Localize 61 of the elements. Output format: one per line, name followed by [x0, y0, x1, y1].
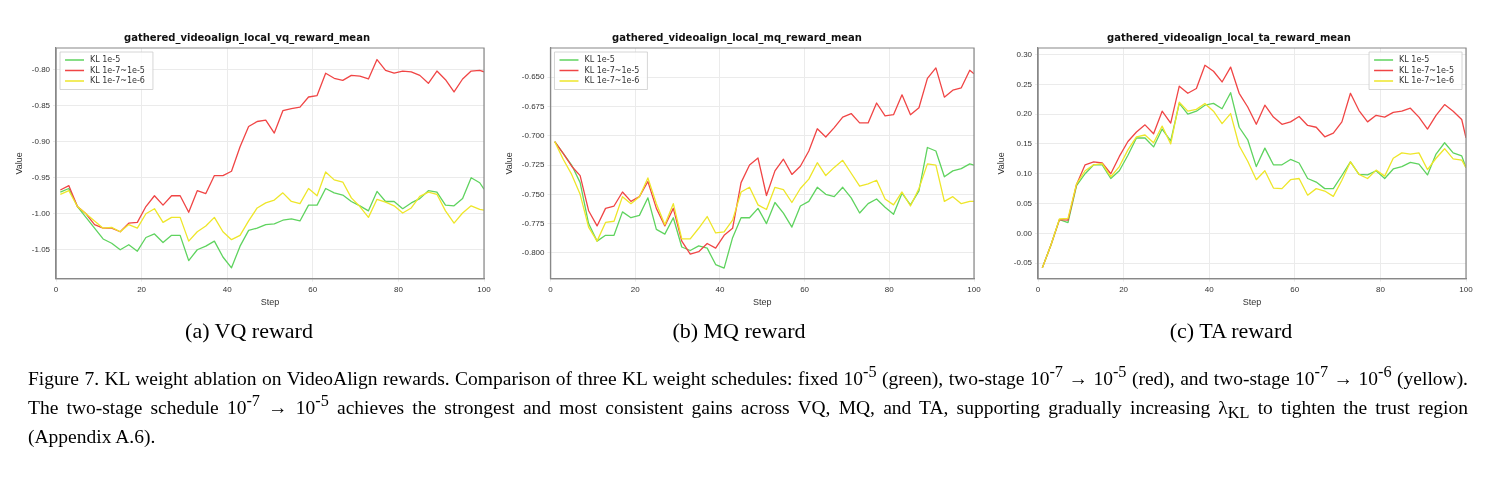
x-tick-label: 60	[1290, 284, 1300, 294]
x-tick-label: 100	[1459, 284, 1474, 294]
y-tick-label: -0.750	[521, 189, 546, 199]
y-tick-label: 0.00	[1016, 228, 1033, 238]
y-tick-label: -0.05	[1013, 258, 1033, 268]
x-tick-label: 20	[137, 284, 147, 294]
y-tick-label: -0.85	[31, 100, 51, 110]
legend-label: KL 1e-7~1e-5	[584, 65, 640, 75]
y-tick-label: 0.25	[1016, 79, 1033, 89]
x-tick-label: 60	[308, 284, 318, 294]
y-tick-label: -0.90	[31, 136, 51, 146]
text: (b) MQ reward	[671, 318, 807, 344]
legend-label: KL 1e-7~1e-5	[90, 65, 145, 75]
y-tick-label: -1.00	[31, 208, 51, 218]
x-tick-label: 80	[1375, 284, 1386, 294]
legend-label: KL 1e-7~1e-5	[1399, 65, 1455, 75]
x-tick-label: 0	[1035, 284, 1041, 294]
x-axis-title: Step	[260, 297, 280, 308]
chart-title: gathered_videoalign_local_mq_reward_mean	[612, 31, 862, 44]
y-tick-label: -0.675	[521, 101, 546, 111]
y-tick-label: -0.95	[31, 172, 51, 182]
x-axis-title: Step	[752, 297, 772, 308]
y-tick-label: 0.10	[1016, 168, 1033, 178]
x-tick-label: 40	[222, 284, 233, 294]
x-tick-label: 40	[715, 284, 725, 294]
y-tick-label: 0.15	[1016, 139, 1033, 149]
y-tick-label: -0.725	[521, 160, 546, 170]
x-tick-label: 20	[1119, 284, 1129, 294]
x-tick-label: 60	[800, 284, 810, 294]
y-tick-label: -1.05	[31, 244, 51, 254]
chart-title: gathered_videoalign_local_ta_reward_mean	[1107, 31, 1351, 44]
x-tick-label: 100	[477, 284, 492, 294]
legend-label: KL 1e-7~1e-6	[90, 76, 145, 86]
text: Figure 7. KL weight ablation on VideoAlign rewards. Comparison of three KL weight schedules: fixed 10$^{-5}$ (green), two-stage 10$^{-7}$ → 10$^{-5}$ (red), and two-stage 10$^{-7}$ → 10$^{-6}$ (yellow). The two-stage schedule 10$^{-7}$ → 10$^{-5}$ achieves the strongest and most consistent gains across VQ, MQ, and TA, supporting gradually increasing λ$_{KL}$ to tighten the trust region (Appendix A.6).	[28, 363, 1468, 448]
legend-label: KL 1e-5	[1399, 55, 1430, 65]
y-tick-label: 0.30	[1016, 49, 1033, 59]
x-axis-title: Step	[1242, 297, 1262, 308]
legend-label: KL 1e-5	[584, 55, 615, 65]
x-tick-label: 20	[630, 284, 641, 294]
text: (c) TA reward	[1168, 318, 1294, 344]
y-tick-label: -0.800	[521, 248, 546, 258]
x-tick-label: 100	[967, 284, 982, 294]
y-axis-title: Value	[13, 152, 24, 175]
x-tick-label: 0	[53, 284, 59, 294]
legend-label: KL 1e-7~1e-6	[584, 76, 640, 86]
x-tick-label: 80	[884, 284, 895, 294]
y-axis-title: Value	[503, 152, 514, 175]
y-tick-label: 0.05	[1016, 198, 1033, 208]
x-tick-label: 80	[393, 284, 404, 294]
legend-label: KL 1e-7~1e-6	[1399, 76, 1455, 86]
x-tick-label: 0	[548, 284, 554, 294]
legend-label: KL 1e-5	[90, 55, 121, 65]
y-axis-title: Value	[995, 152, 1006, 175]
y-tick-label: -0.700	[521, 131, 546, 140]
text: (a) VQ reward	[184, 318, 314, 344]
y-tick-label: -0.650	[521, 72, 546, 82]
x-tick-label: 40	[1204, 284, 1215, 294]
y-tick-label: -0.775	[521, 218, 546, 228]
y-tick-label: 0.20	[1016, 109, 1033, 119]
y-tick-label: -0.80	[31, 64, 51, 74]
chart-title: gathered_videoalign_local_vq_reward_mean	[123, 31, 371, 44]
